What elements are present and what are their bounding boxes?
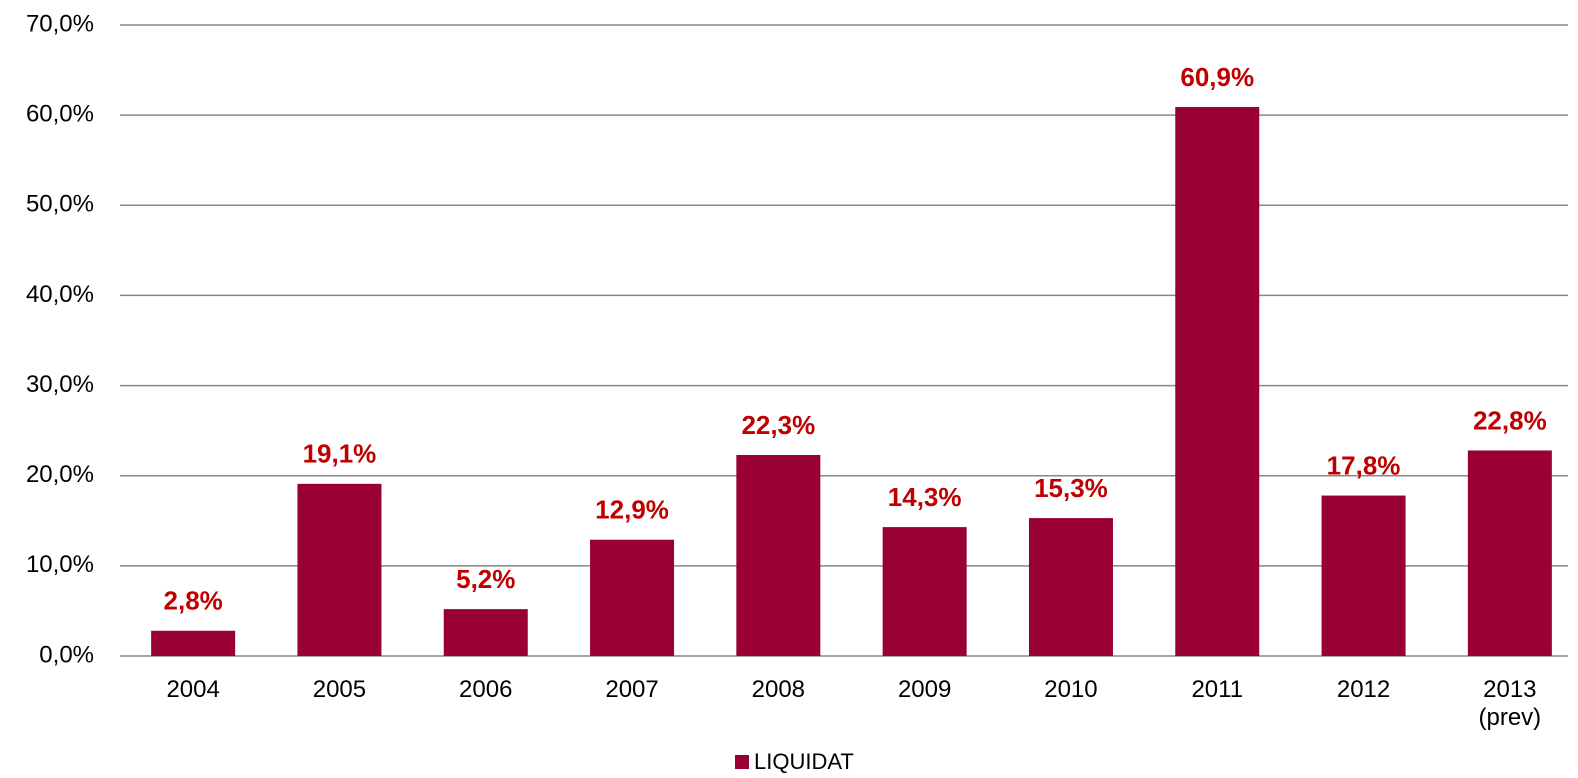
bar: [443, 609, 528, 656]
value-label: 15,3%: [1034, 473, 1108, 503]
value-label: 12,9%: [595, 495, 669, 525]
x-tick-label: 2011: [1191, 676, 1244, 703]
value-label: 17,8%: [1327, 450, 1401, 480]
y-tick-label: 60,0%: [26, 100, 94, 127]
value-label: 60,9%: [1180, 62, 1254, 92]
bar: [590, 539, 675, 656]
y-tick-label: 0,0%: [39, 641, 94, 668]
legend-label: LIQUIDAT: [754, 749, 854, 774]
y-tick-label: 50,0%: [26, 191, 94, 218]
y-tick-label: 10,0%: [26, 551, 94, 578]
x-tick-label: 2012: [1336, 676, 1391, 703]
bar: [1321, 495, 1406, 656]
x-tick-label: 2009: [897, 676, 952, 703]
value-label: 22,3%: [741, 410, 815, 440]
y-tick-label: 40,0%: [26, 281, 94, 308]
x-tick-label: 2005: [312, 676, 367, 703]
x-tick-label: 2007: [605, 676, 659, 703]
bar: [1175, 107, 1260, 656]
bar: [1028, 518, 1113, 656]
value-label: 5,2%: [456, 564, 515, 594]
value-label: 14,3%: [888, 482, 962, 512]
x-tick-label: 2008: [751, 676, 806, 703]
x-tick-label: 2004: [166, 676, 220, 703]
value-label: 2,8%: [164, 586, 223, 616]
bar: [297, 483, 382, 656]
bar: [882, 527, 967, 656]
bar: [736, 454, 821, 656]
y-tick-label: 70,0%: [26, 10, 94, 37]
value-label: 22,8%: [1473, 405, 1547, 435]
value-label: 19,1%: [303, 439, 377, 469]
x-tick-label: 2006: [459, 676, 513, 703]
y-tick-label: 20,0%: [26, 461, 94, 488]
bar: [1467, 450, 1552, 656]
x-tick-label: 2013 (prev): [1478, 676, 1542, 731]
bar: [151, 630, 236, 656]
y-tick-label: 30,0%: [26, 371, 94, 398]
legend-swatch: [735, 755, 749, 769]
x-tick-label: 2010: [1044, 676, 1098, 703]
